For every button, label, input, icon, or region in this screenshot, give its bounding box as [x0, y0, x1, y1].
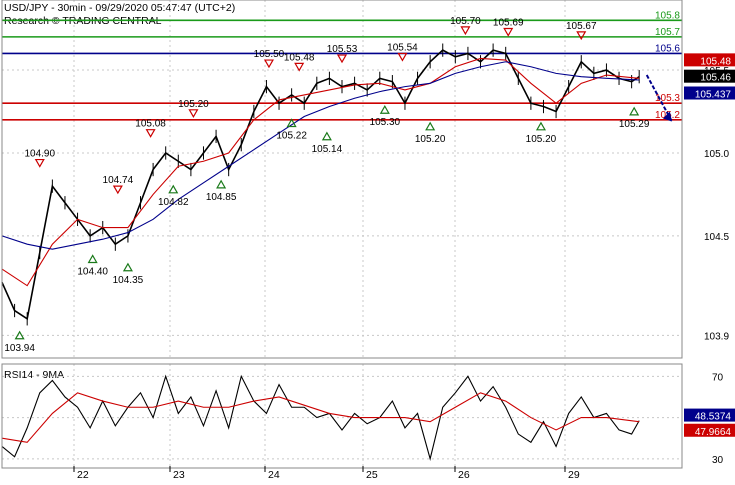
swing-low-label: 104.85: [206, 192, 237, 203]
swing-high-marker: [503, 27, 514, 37]
level-label: 105.8: [655, 10, 680, 21]
swing-high-marker: [263, 59, 274, 69]
swing-high-marker: [188, 109, 199, 119]
swing-low-marker: [629, 106, 640, 116]
swing-low-label: 104.35: [113, 275, 144, 286]
swing-high-label: 104.90: [24, 149, 55, 160]
swing-high-label: 105.48: [284, 52, 315, 63]
swing-low-marker: [168, 184, 179, 194]
moving-average-series: [1, 61, 640, 250]
rsi-ma-series: [1, 392, 640, 443]
swing-low-marker: [321, 131, 332, 141]
swing-low-marker: [535, 121, 546, 131]
swing-low-label: 105.22: [276, 130, 307, 141]
swing-high-marker: [145, 129, 156, 138]
swing-low-label: 103.94: [4, 343, 35, 354]
price-badge-label: 105.48: [700, 56, 731, 67]
swing-low-marker: [379, 105, 390, 114]
rsi-series: [1, 374, 640, 461]
swing-high-label: 105.67: [566, 21, 597, 32]
swing-low-marker: [286, 118, 297, 128]
y-tick-label: 103.9: [704, 331, 729, 342]
swing-high-marker: [460, 26, 471, 36]
swing-high-label: 105.08: [135, 119, 166, 130]
swing-low-label: 105.30: [370, 117, 401, 128]
rsi-badge-label: 48.5374: [695, 412, 732, 423]
x-tick-label: 23: [173, 469, 185, 480]
rsi-badge-label: 47.9664: [695, 427, 732, 438]
swing-high-label: 105.20: [178, 99, 209, 110]
swing-high-label: 105.50: [254, 49, 285, 60]
swing-high-marker: [294, 62, 305, 72]
level-label: 105.3: [655, 93, 680, 104]
price-badge: [684, 69, 735, 83]
main-frame: [1, 0, 683, 359]
rsi-title: RSI14 - 9MA: [4, 369, 64, 381]
rsi-y-tick-label: 70: [712, 372, 724, 383]
swing-high-label: 105.53: [327, 44, 358, 55]
price-badge-label: 105.46: [700, 73, 731, 84]
rsi-badge: [684, 423, 735, 437]
swing-low-label: 105.29: [619, 119, 650, 130]
swing-low-marker: [425, 121, 436, 131]
price-badge: [684, 86, 735, 100]
swing-low-label: 105.20: [526, 134, 557, 145]
moving-average-series: [1, 57, 640, 287]
swing-low-label: 104.40: [77, 266, 108, 277]
x-tick-label: 29: [568, 469, 580, 480]
swing-low-label: 104.82: [158, 197, 189, 208]
rsi-panel: [1, 364, 682, 468]
forecast-arrow-head: [662, 111, 672, 122]
price-badge-label: 105.437: [695, 89, 732, 100]
main-panel: 105.8105.7105.6105.3105.2103.94104.90104…: [1, 0, 682, 358]
level-label: 105.7: [655, 27, 680, 38]
price-series: [1, 49, 640, 321]
swing-high-marker: [336, 54, 348, 64]
swing-high-marker: [112, 185, 123, 195]
y-tick-label: 104.5: [704, 232, 729, 243]
swing-high-marker: [397, 52, 408, 62]
swing-high-label: 104.74: [103, 175, 134, 186]
rsi-badge: [684, 408, 735, 422]
swing-low-label: 105.20: [415, 134, 446, 145]
x-tick-label: 26: [458, 469, 470, 480]
swing-low-marker: [87, 254, 98, 264]
swing-low-marker: [14, 330, 25, 340]
swing-high-label: 105.70: [450, 16, 481, 27]
rsi-y-tick-label: 30: [712, 455, 724, 466]
swing-low-label: 105.14: [312, 144, 343, 155]
rsi-frame: [1, 363, 683, 469]
level-label: 105.6: [655, 43, 680, 54]
swing-high-label: 105.69: [493, 18, 524, 29]
x-tick-label: 24: [268, 469, 280, 480]
swing-high-marker: [34, 158, 45, 168]
chart-title: USD/JPY - 30min - 09/29/2020 05:47:47 (U…: [4, 2, 235, 14]
price-badge: [684, 53, 735, 67]
x-tick-label: 22: [77, 469, 89, 480]
swing-high-label: 105.54: [387, 42, 418, 53]
swing-high-marker: [576, 31, 587, 41]
x-tick-label: 25: [366, 469, 378, 480]
y-tick-label: 105.0: [704, 149, 729, 160]
swing-low-marker: [122, 262, 133, 272]
swing-low-marker: [216, 179, 227, 189]
